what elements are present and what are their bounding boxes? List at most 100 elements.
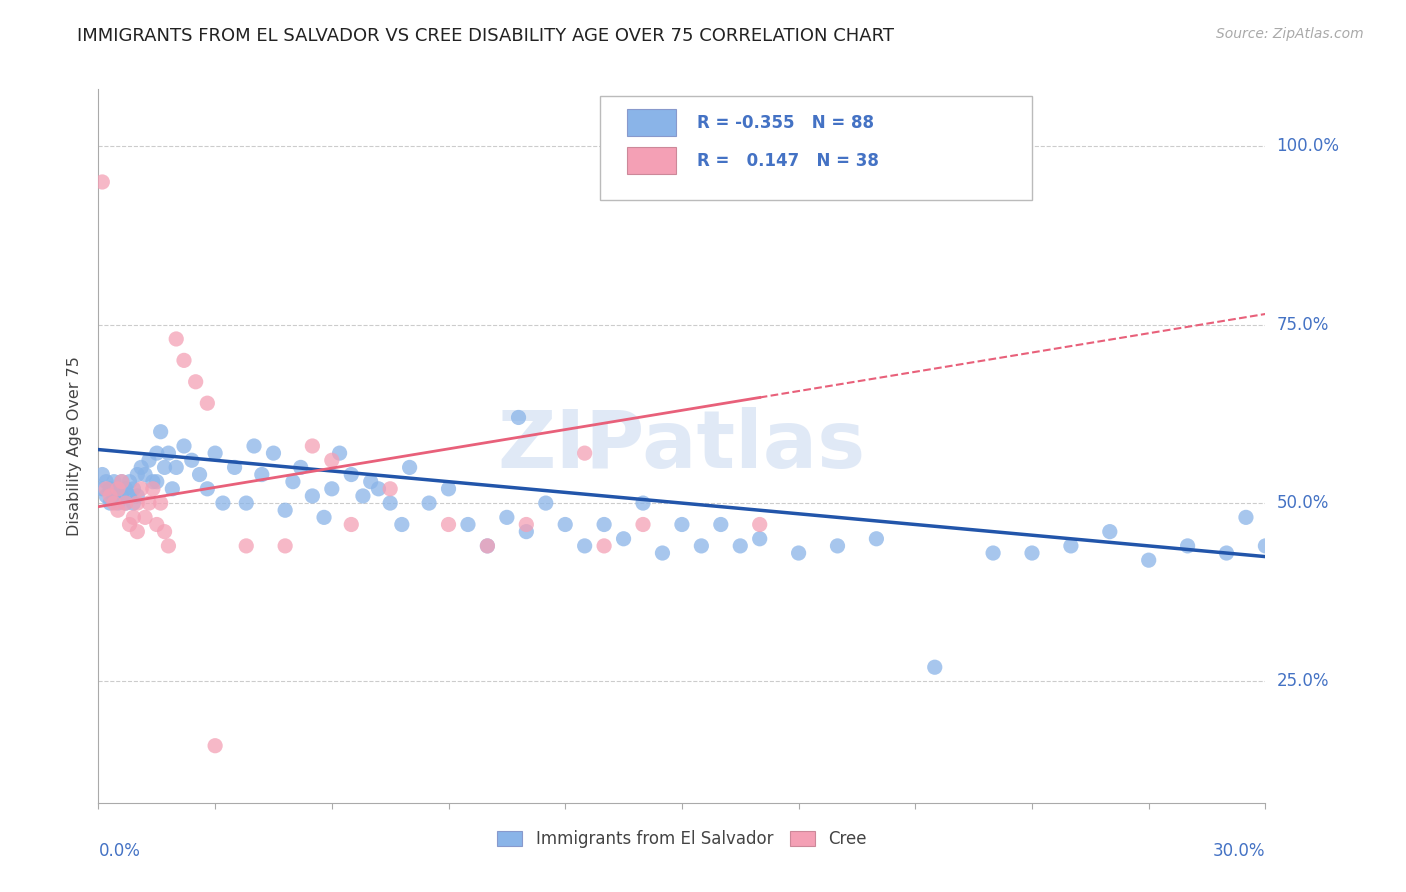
Point [1060, 539, 1083, 553]
Point [613, 532, 636, 546]
Point [235, 496, 257, 510]
Point [129, 482, 152, 496]
Point [96, 475, 118, 489]
Point [157, 539, 180, 553]
Point [165, 460, 187, 475]
Point [787, 546, 810, 560]
Point [290, 460, 312, 475]
Point [157, 446, 180, 460]
FancyBboxPatch shape [627, 109, 676, 136]
Point [593, 539, 616, 553]
Point [380, 482, 402, 496]
Point [748, 517, 770, 532]
Point [98, 496, 121, 510]
Point [114, 482, 136, 496]
Point [111, 475, 134, 489]
Point [212, 496, 235, 510]
Point [195, 396, 218, 410]
Point [118, 489, 141, 503]
Point [477, 539, 499, 553]
Point [477, 539, 499, 553]
Point [301, 439, 323, 453]
Point [107, 503, 129, 517]
Point [243, 439, 266, 453]
Point [1021, 546, 1043, 560]
Point [437, 482, 460, 496]
Point [981, 546, 1004, 560]
Text: 50.0%: 50.0% [1277, 494, 1329, 512]
Text: IMMIGRANTS FROM EL SALVADOR VS CREE DISABILITY AGE OVER 75 CORRELATION CHART: IMMIGRANTS FROM EL SALVADOR VS CREE DISA… [77, 27, 894, 45]
Point [457, 517, 479, 532]
Text: 25.0%: 25.0% [1277, 673, 1329, 690]
Point [149, 496, 172, 510]
Point [250, 467, 273, 482]
Point [96, 482, 118, 496]
Point [380, 496, 402, 510]
Point [188, 467, 211, 482]
Point [281, 475, 304, 489]
Text: R =   0.147   N = 38: R = 0.147 N = 38 [697, 152, 879, 169]
Text: 100.0%: 100.0% [1277, 137, 1340, 155]
Point [180, 453, 202, 467]
Point [118, 475, 141, 489]
Point [865, 532, 887, 546]
Point [122, 496, 145, 510]
Text: Source: ZipAtlas.com: Source: ZipAtlas.com [1216, 27, 1364, 41]
Point [165, 332, 187, 346]
Point [98, 489, 121, 503]
Text: R = -0.355   N = 88: R = -0.355 N = 88 [697, 114, 875, 132]
Point [574, 446, 596, 460]
Point [114, 496, 136, 510]
Point [391, 517, 413, 532]
Point [574, 539, 596, 553]
Point [127, 467, 149, 482]
Point [122, 482, 145, 496]
Point [262, 446, 284, 460]
Point [138, 453, 160, 467]
Point [690, 539, 713, 553]
Point [204, 446, 226, 460]
Point [1137, 553, 1160, 567]
FancyBboxPatch shape [600, 96, 1032, 200]
Point [98, 482, 121, 496]
Point [508, 410, 530, 425]
Point [149, 425, 172, 439]
Point [107, 482, 129, 496]
Point [118, 517, 141, 532]
Point [827, 539, 849, 553]
Point [91, 482, 114, 496]
Point [122, 510, 145, 524]
Point [437, 517, 460, 532]
Point [146, 517, 169, 532]
Point [103, 489, 125, 503]
Point [127, 496, 149, 510]
Point [360, 475, 382, 489]
Point [127, 524, 149, 539]
Point [138, 496, 160, 510]
Text: 0.0%: 0.0% [98, 842, 141, 860]
Point [103, 496, 125, 510]
Point [312, 510, 335, 524]
Point [142, 475, 165, 489]
Point [340, 517, 363, 532]
Point [340, 467, 363, 482]
Point [91, 467, 114, 482]
FancyBboxPatch shape [627, 147, 676, 174]
Point [301, 489, 323, 503]
Point [129, 460, 152, 475]
Point [554, 517, 576, 532]
Point [153, 524, 176, 539]
Point [631, 496, 654, 510]
Point [1254, 539, 1277, 553]
Point [1098, 524, 1121, 539]
Point [398, 460, 420, 475]
Point [593, 517, 616, 532]
Point [146, 475, 169, 489]
Point [352, 489, 374, 503]
Point [224, 460, 246, 475]
Point [153, 460, 176, 475]
Point [91, 175, 114, 189]
Point [1234, 510, 1257, 524]
Point [534, 496, 557, 510]
Point [321, 453, 343, 467]
